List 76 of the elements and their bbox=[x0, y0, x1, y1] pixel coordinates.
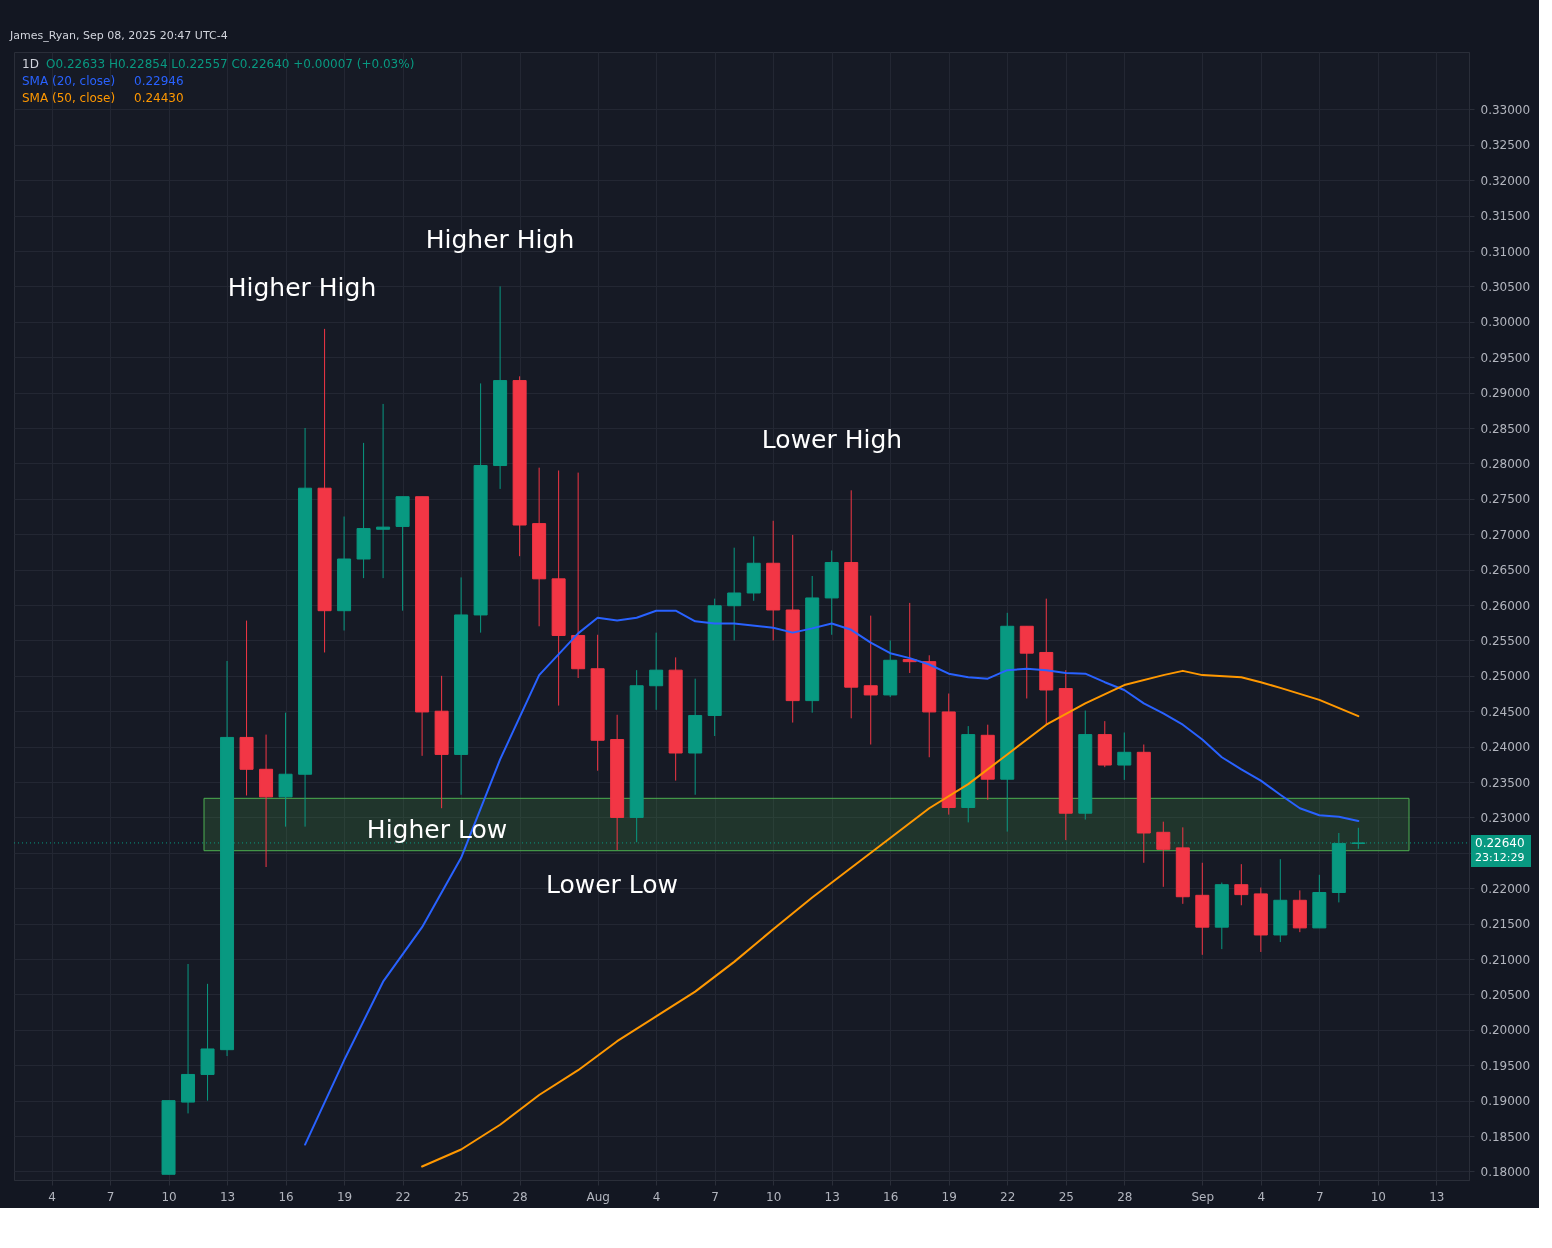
y-tick-label: 0.20500 bbox=[1480, 987, 1531, 1002]
y-tick-label: 0.32500 bbox=[1480, 138, 1531, 153]
y-tick-label: 0.21500 bbox=[1480, 917, 1531, 932]
y-tick-label: 0.27500 bbox=[1480, 492, 1531, 507]
x-tick-label: 7 bbox=[711, 1189, 719, 1204]
x-tick-label: 22 bbox=[395, 1189, 411, 1204]
y-tick-label: 0.28000 bbox=[1480, 456, 1531, 471]
y-tick-label: 0.19000 bbox=[1480, 1094, 1531, 1109]
text: 23:12:29 bbox=[1475, 850, 1525, 864]
y-tick-label: 0.26000 bbox=[1480, 598, 1531, 613]
y-tick-label: 0.30000 bbox=[1480, 315, 1531, 330]
y-tick-label: 0.27000 bbox=[1480, 527, 1531, 542]
y-tick-label: 0.22000 bbox=[1480, 881, 1531, 896]
y-tick-label: 0.18000 bbox=[1480, 1164, 1531, 1179]
line-series bbox=[304, 609, 1360, 1146]
x-tick-label: 10 bbox=[161, 1189, 177, 1204]
x-tick-label: 10 bbox=[1370, 1189, 1386, 1204]
candlestick bbox=[1117, 731, 1132, 781]
annotation: Higher High bbox=[425, 225, 575, 254]
x-tick-label: 7 bbox=[106, 1189, 115, 1204]
x-tick-label: 4 bbox=[1257, 1189, 1266, 1204]
x-tick-label: 22 bbox=[1000, 1189, 1016, 1204]
y-tick-label: 0.24000 bbox=[1480, 740, 1531, 755]
x-tick-label: 19 bbox=[336, 1189, 353, 1204]
candlestick bbox=[1156, 821, 1171, 888]
y-tick-label: 0.29000 bbox=[1480, 386, 1531, 401]
y-tick-label: 0.19500 bbox=[1480, 1058, 1531, 1073]
x-tick-label: 10 bbox=[766, 1189, 782, 1204]
y-tick-label: 0.31000 bbox=[1480, 244, 1531, 259]
y-tick-label: 0.26500 bbox=[1480, 563, 1531, 578]
text: SMA (20, close) bbox=[22, 74, 116, 88]
annotation: Lower Low bbox=[545, 870, 679, 899]
x-tick-label: 25 bbox=[453, 1189, 470, 1204]
x-tick-label: 28 bbox=[512, 1189, 528, 1204]
x-tick-label: 7 bbox=[1316, 1189, 1324, 1204]
x-tick-label: 13 bbox=[1429, 1189, 1445, 1204]
annotation: Higher High bbox=[227, 273, 377, 302]
x-tick-label: 28 bbox=[1117, 1189, 1133, 1204]
candlestick bbox=[649, 632, 664, 711]
x-tick-label: 13 bbox=[219, 1189, 236, 1204]
x-tick-label: 25 bbox=[1058, 1189, 1074, 1204]
candlestick bbox=[1234, 863, 1249, 906]
y-tick-label: 0.33000 bbox=[1480, 102, 1531, 117]
y-tick-label: 0.29500 bbox=[1480, 350, 1531, 365]
x-tick-label: 16 bbox=[883, 1189, 899, 1204]
y-tick-label: 0.30500 bbox=[1480, 279, 1531, 294]
y-tick-label: 0.24500 bbox=[1480, 704, 1531, 719]
y-tick-label: 0.18500 bbox=[1480, 1129, 1531, 1144]
x-tick-label: 4 bbox=[652, 1189, 661, 1204]
text: James_Ryan, Sep 08, 2025 20:47 UTC-4 bbox=[9, 29, 228, 42]
annotation: 0.24430 bbox=[134, 91, 184, 105]
y-tick-label: 0.25500 bbox=[1480, 633, 1531, 648]
text: SMA (50, close) bbox=[22, 91, 116, 105]
chart-title: 1D bbox=[22, 57, 39, 71]
x-tick-label: 4 bbox=[48, 1189, 56, 1204]
candlestick bbox=[727, 547, 742, 641]
y-tick-label: 0.20000 bbox=[1480, 1023, 1531, 1038]
x-tick-label: 19 bbox=[941, 1189, 957, 1204]
x-tick-label: Aug bbox=[586, 1189, 610, 1204]
ref-line-label: 0.22640 bbox=[1475, 835, 1525, 850]
x-tick-label: Sep bbox=[1191, 1189, 1215, 1204]
y-tick-label: 0.28500 bbox=[1480, 421, 1531, 436]
chart-subtitle: O0.22633 H0.22854 L0.22557 C0.22640 +0.00007 (+0.03%) bbox=[46, 57, 415, 71]
candlestick bbox=[278, 712, 293, 828]
y-tick-label: 0.32000 bbox=[1480, 173, 1531, 188]
annotation: 0.22946 bbox=[134, 74, 184, 88]
x-tick-label: 16 bbox=[278, 1189, 294, 1204]
annotation: Lower High bbox=[761, 425, 903, 454]
y-tick-label: 0.23000 bbox=[1480, 810, 1531, 825]
candlestick bbox=[863, 615, 878, 746]
y-tick-label: 0.31500 bbox=[1480, 209, 1531, 224]
candlestick bbox=[376, 403, 391, 579]
y-tick-label: 0.23500 bbox=[1480, 775, 1531, 790]
y-tick-label: 0.21000 bbox=[1480, 952, 1531, 967]
y-tick-label: 0.25000 bbox=[1480, 669, 1531, 684]
x-tick-label: 13 bbox=[824, 1189, 840, 1204]
